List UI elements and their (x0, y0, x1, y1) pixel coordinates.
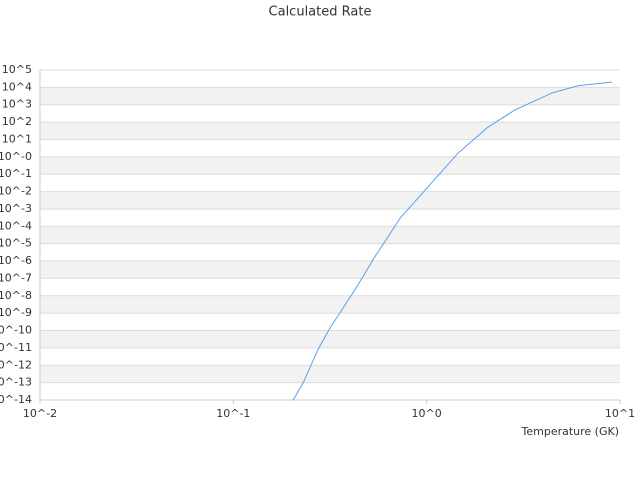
grid-band (40, 156, 620, 175)
y-tick-label: 10^3 (2, 98, 32, 111)
y-tick-label: 10^-14 (0, 393, 32, 406)
y-tick-label: 10^-6 (0, 254, 32, 267)
y-tick-label: 10^-11 (0, 341, 32, 354)
y-tick-label: 10^-1 (0, 167, 32, 180)
data-line (292, 81, 613, 401)
grid-band (40, 191, 620, 209)
grid-band (40, 330, 620, 348)
y-tick-label: 10^-9 (0, 306, 32, 319)
y-tick-label: 10^5 (2, 63, 32, 76)
x-axis-label: Temperature (GK) (521, 425, 620, 438)
grid-band (40, 295, 620, 314)
y-tick-label: 10^-8 (0, 289, 32, 302)
y-tick-label: 10^-13 (0, 376, 32, 389)
y-tick-label: 10^2 (2, 115, 32, 128)
y-tick-label: 10^-3 (0, 202, 32, 215)
y-tick-label: 10^-10 (0, 324, 32, 337)
y-tick-label: 10^-5 (0, 237, 32, 250)
grid-band (40, 365, 620, 383)
x-tick-label: 10^1 (605, 407, 635, 420)
y-tick-label: 10^-0 (0, 150, 32, 163)
y-tick-label: 10^-12 (0, 358, 32, 371)
grid-band (40, 87, 620, 105)
grid-band (40, 226, 620, 244)
grid-band (40, 261, 620, 279)
y-tick-label: 10^-4 (0, 219, 32, 232)
chart-title: Calculated Rate (269, 5, 372, 20)
x-tick-label: 10^-2 (23, 407, 57, 420)
y-tick-label: 10^-7 (0, 271, 32, 284)
y-tick-label: 10^1 (2, 132, 32, 145)
x-tick-label: 10^-1 (216, 407, 250, 420)
grid-band (40, 122, 620, 140)
y-tick-label: 10^4 (2, 80, 32, 93)
y-tick-label: 10^-2 (0, 185, 32, 198)
x-tick-label: 10^0 (412, 407, 442, 420)
